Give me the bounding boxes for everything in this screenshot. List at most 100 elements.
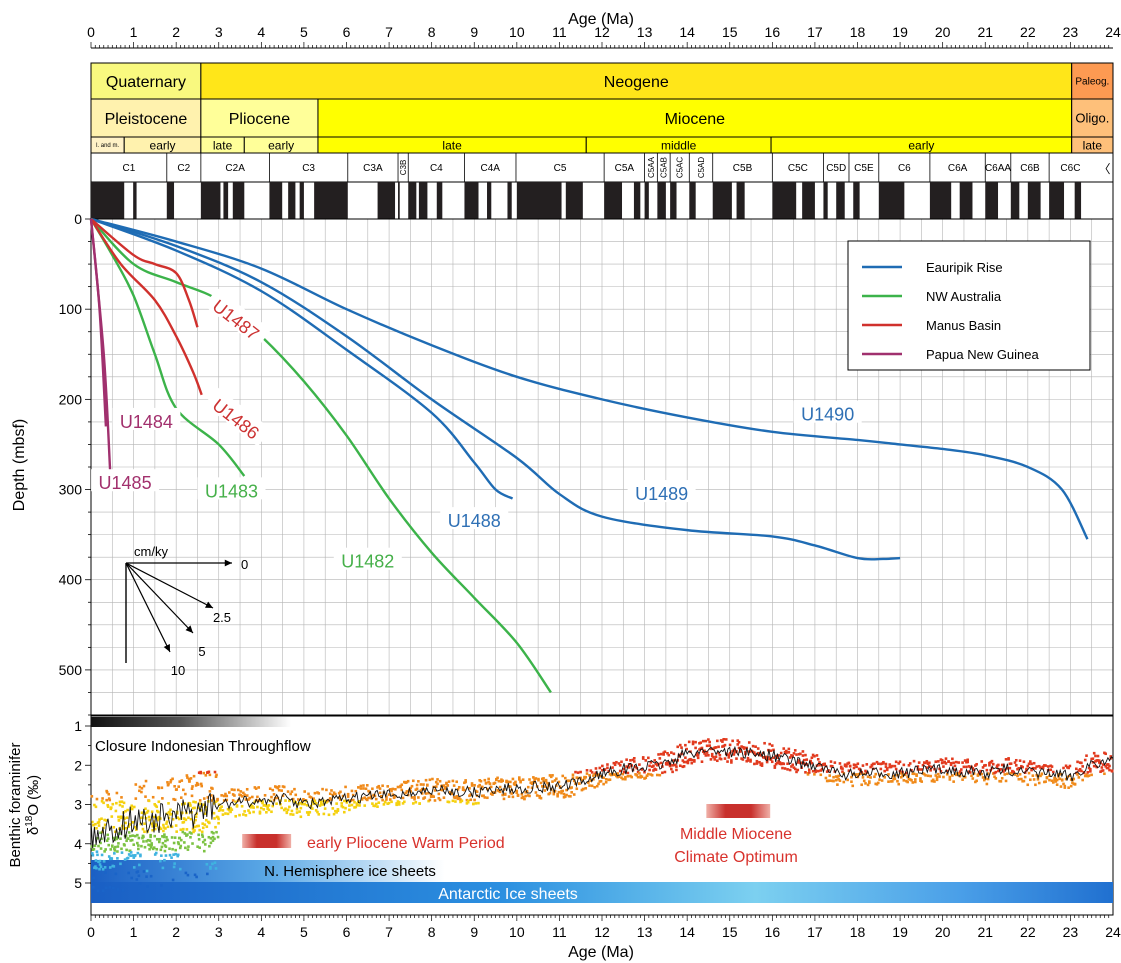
isotope-point	[807, 771, 811, 774]
isotope-point	[991, 762, 995, 766]
isotope-point	[483, 796, 487, 799]
isotope-point	[112, 865, 116, 868]
isotope-point	[811, 769, 815, 773]
isotope-point	[837, 774, 840, 778]
isotope-point	[171, 817, 175, 821]
isotope-point	[198, 802, 202, 805]
isotope-point	[569, 795, 572, 798]
isotope-point	[149, 835, 152, 839]
isotope-point	[108, 866, 112, 869]
isotope-point	[962, 765, 966, 769]
isotope-point	[191, 827, 195, 831]
isotope-point	[197, 838, 201, 841]
isotope-point	[818, 761, 821, 764]
isotope-point	[648, 764, 651, 768]
isotope-point	[210, 830, 214, 834]
isotope-point	[677, 755, 681, 758]
isotope-point	[138, 863, 141, 867]
isotope-point	[99, 841, 102, 845]
isotope-point	[162, 835, 166, 839]
normal-polarity-block	[929, 182, 952, 219]
isotope-point	[617, 762, 621, 765]
isotope-point	[114, 845, 117, 849]
top-tick-label: 3	[215, 24, 223, 40]
isotope-point	[781, 766, 784, 770]
chron-label: C2	[177, 163, 190, 174]
isotope-point	[156, 818, 160, 822]
isotope-point	[613, 763, 617, 767]
isotope-point	[1027, 771, 1031, 775]
isotope-point	[117, 842, 120, 845]
isotope-point	[420, 792, 424, 795]
isotope-point	[115, 837, 119, 841]
isotope-point	[119, 816, 123, 820]
bottom-tick-label: 9	[470, 924, 478, 940]
isotope-point	[289, 813, 292, 816]
isotope-point	[625, 765, 628, 768]
stage-cell-label: late	[1083, 138, 1103, 152]
normal-polarity-block	[633, 182, 641, 219]
isotope-point	[942, 765, 945, 768]
isotope-point	[1080, 761, 1083, 765]
site-label-bg	[197, 477, 266, 500]
isotope-point	[1064, 777, 1068, 781]
series-line-u1483	[89, 218, 246, 477]
isotope-point	[415, 783, 419, 787]
isotope-point	[433, 789, 437, 792]
isotope-point	[652, 764, 655, 768]
isotope-point	[891, 764, 894, 768]
isotope-point	[801, 754, 805, 757]
isotope-point	[286, 790, 290, 793]
isotope-point	[925, 766, 929, 769]
isotope-point	[618, 763, 622, 767]
isotope-point	[286, 808, 290, 812]
epoch-cell	[317, 98, 1073, 138]
isotope-point	[390, 800, 393, 804]
top-tick-label: 23	[1063, 24, 1079, 40]
isotope-point	[1067, 766, 1070, 770]
isotope-point	[263, 794, 267, 797]
isotope-point	[776, 761, 779, 765]
isotope-point	[768, 742, 771, 746]
isotope-point	[838, 762, 842, 765]
isotope-point	[280, 789, 283, 792]
isotope-point	[542, 779, 545, 783]
isotope-point	[214, 867, 218, 870]
isotope-point	[388, 798, 392, 801]
isotope-point	[1009, 762, 1013, 765]
isotope-point	[746, 759, 750, 762]
isotope-point	[261, 800, 264, 803]
isotope-point	[934, 774, 938, 777]
normal-polarity-block	[507, 182, 512, 219]
antarctic-bar	[91, 882, 1113, 903]
isotope-point	[132, 805, 136, 809]
stage-cell-label: middle	[661, 138, 697, 152]
isotope-point	[581, 787, 585, 791]
isotope-point	[678, 743, 682, 747]
isotope-point	[139, 854, 142, 858]
isotope-point	[262, 808, 266, 811]
site-label: U1483	[205, 481, 258, 501]
isotope-point	[910, 778, 913, 782]
epoch-cell-label: Oligo.	[1075, 111, 1109, 126]
isotope-point	[277, 785, 281, 788]
bottom-tick-label: 10	[509, 924, 525, 940]
isotope-point	[477, 801, 480, 805]
isotope-point	[1046, 765, 1050, 768]
isotope-point	[200, 830, 204, 834]
isotope-point	[552, 792, 556, 796]
isotope-point	[915, 774, 918, 778]
isotope-point	[1051, 781, 1055, 784]
isotope-point	[1074, 767, 1078, 771]
isotope-point	[1003, 773, 1007, 776]
isotope-point	[667, 753, 671, 757]
isotope-point	[930, 765, 934, 769]
isotope-point	[878, 773, 881, 777]
isotope-point	[132, 866, 136, 869]
isotope-point	[162, 829, 165, 833]
isotope-point	[119, 862, 122, 866]
isotope-point	[802, 758, 806, 762]
isotope-point	[128, 849, 132, 853]
isotope-point	[103, 823, 107, 827]
isotope-point	[123, 844, 126, 847]
